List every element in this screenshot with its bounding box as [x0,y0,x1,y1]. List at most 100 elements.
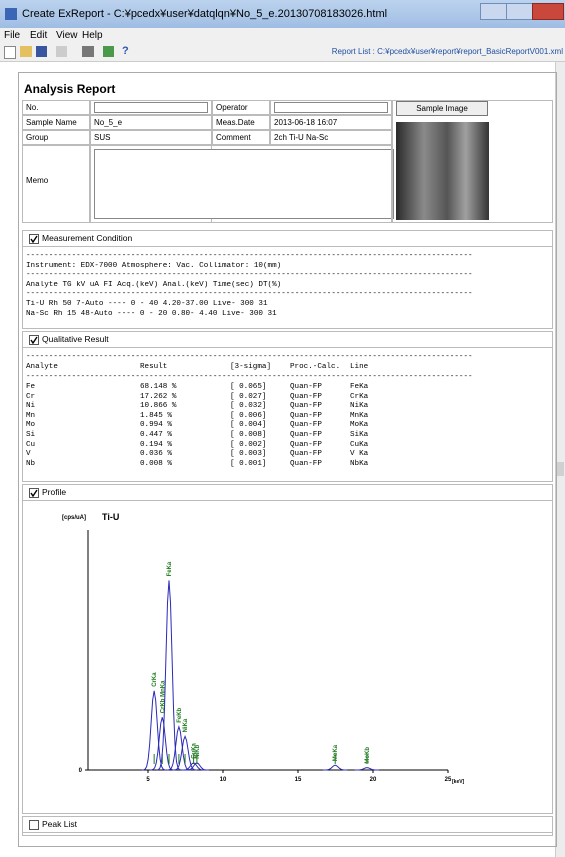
check-mark [31,236,37,242]
column-header: Result [140,363,167,371]
result-cell: 68.148 % [140,383,176,391]
field-label: Group [22,130,90,145]
scroll-thumb[interactable] [557,462,564,476]
section-header-line [22,500,553,501]
title-bar: Create ExReport - C:¥pcedx¥user¥datqlqn¥… [0,0,565,28]
result-cell: Quan-FP [290,412,322,420]
save-icon[interactable] [36,46,47,57]
sample-image [396,122,489,220]
result-cell: [ 0.065] [230,383,266,391]
section-title[interactable]: Profile [42,487,66,497]
maximize-button[interactable] [506,3,533,20]
result-cell: Fe [26,383,35,391]
result-cell: 0.194 % [140,441,172,449]
result-cell: [ 0.003] [230,450,266,458]
condition-line: ----------------------------------------… [26,252,551,260]
help-icon[interactable]: ? [122,45,129,57]
sample-image-button[interactable]: Sample Image [396,101,488,116]
result-cell: [ 0.027] [230,393,266,401]
result-cell: [ 0.006] [230,412,266,420]
result-cell: Mo [26,421,35,429]
section-header-line [22,832,553,833]
open-icon[interactable] [20,46,32,57]
result-cell: FeKa [350,383,368,391]
condition-line: ----------------------------------------… [26,290,551,298]
condition-line: Ti-U Rh 50 7-Auto ---- 0 - 40 4.20-37.00… [26,300,551,308]
report-list-path: Report List : C:¥pcedx¥user¥report¥repor… [332,47,563,56]
memo-side-cell [212,145,392,223]
section-title[interactable]: Peak List [42,819,77,829]
section-header-line [22,246,553,247]
menu-item[interactable]: View [56,30,78,41]
field-label: Operator [212,100,270,115]
checkbox[interactable] [29,335,39,345]
window-title: Create ExReport - C:¥pcedx¥user¥datqlqn¥… [22,8,387,20]
column-header: Proc.-Calc. [290,363,340,371]
column-header: Line [350,363,368,371]
minimize-button[interactable] [480,3,507,20]
result-cell: Si [26,431,35,439]
condition-line: Na-Sc Rh 15 48-Auto ---- 0 - 20 0.80- 4.… [26,310,551,318]
field-cell: SUS [90,130,212,145]
rule: ----------------------------------------… [26,353,551,361]
field-label: Sample Name [22,115,90,130]
column-header: Analyte [26,363,58,371]
app-window: Create ExReport - C:¥pcedx¥user¥datqlqn¥… [0,0,565,857]
toolbar: ? Report List : C:¥pcedx¥user¥report¥rep… [0,43,565,62]
menu-item[interactable]: Help [82,30,103,41]
result-cell: MnKa [350,412,368,420]
section-title[interactable]: Measurement Condition [42,233,132,243]
condition-line: ----------------------------------------… [26,271,551,279]
text-input[interactable] [94,102,208,113]
print-icon[interactable] [82,46,94,57]
result-cell: Nb [26,460,35,468]
result-cell: 10.866 % [140,402,176,410]
result-cell: V Ka [350,450,368,458]
result-cell: Quan-FP [290,383,322,391]
app-icon [5,8,17,20]
field-label: Memo [22,145,90,223]
result-cell: MoKa [350,421,368,429]
checkbox[interactable] [29,488,39,498]
column-header: [3-sigma] [230,363,271,371]
result-cell: 1.845 % [140,412,172,420]
result-cell: CuKa [350,441,368,449]
menu-item[interactable]: Edit [30,30,47,41]
text-input[interactable] [274,102,388,113]
result-cell: [ 0.032] [230,402,266,410]
result-cell: Quan-FP [290,393,322,401]
copy-icon[interactable] [56,46,67,57]
result-cell: 0.994 % [140,421,172,429]
menu-item[interactable]: File [4,30,20,41]
result-cell: [ 0.004] [230,421,266,429]
result-cell: [ 0.008] [230,431,266,439]
result-cell: [ 0.002] [230,441,266,449]
result-cell: Ni [26,402,35,410]
result-cell: Mn [26,412,35,420]
refresh-icon[interactable] [103,46,114,57]
close-button[interactable] [532,3,564,20]
condition-line: Instrument: EDX-7000 Atmosphere: Vac. Co… [26,262,551,270]
result-cell: Cr [26,393,35,401]
check-mark [31,490,37,496]
new-icon[interactable] [4,46,16,59]
condition-line: Analyte TG kV uA FI Acq.(keV) Anal.(keV)… [26,281,551,289]
result-cell: 0.447 % [140,431,172,439]
field-label: No. [22,100,90,115]
section-title[interactable]: Qualitative Result [42,334,109,344]
section-box [22,484,553,814]
report-title: Analysis Report [24,82,115,96]
result-cell: Quan-FP [290,460,322,468]
result-cell: Quan-FP [290,441,322,449]
result-cell: V [26,450,31,458]
field-cell: 2013-06-18 16:07 [270,115,392,130]
check-mark [31,337,37,343]
checkbox[interactable] [29,820,39,830]
section-box [22,816,553,836]
field-cell: No_5_e [90,115,212,130]
result-cell: Quan-FP [290,402,322,410]
result-cell: NiKa [350,402,368,410]
checkbox[interactable] [29,234,39,244]
result-cell: [ 0.001] [230,460,266,468]
